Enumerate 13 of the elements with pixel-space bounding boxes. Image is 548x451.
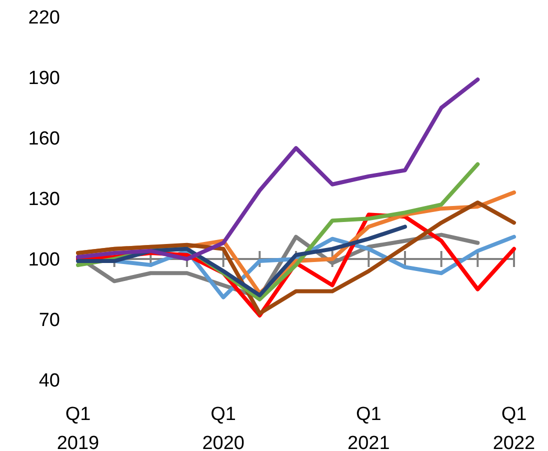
x-tick-label: Q1 2022 [492, 404, 536, 451]
y-tick-label: 190 [28, 68, 60, 90]
y-tick-label: 70 [38, 310, 60, 332]
y-tick-label: 220 [28, 8, 60, 29]
y-tick-label: 160 [28, 128, 60, 150]
y-tick-label: 130 [28, 189, 60, 210]
line-series [76, 78, 480, 261]
x-tick-label: Q1 2019 [56, 404, 100, 451]
x-tick-label: Q1 2021 [348, 404, 390, 451]
y-tick-label: 100 [28, 250, 60, 271]
line-series [76, 224, 407, 298]
y-tick-label: 40 [38, 370, 60, 392]
x-tick-label: Q1 2020 [202, 404, 244, 451]
